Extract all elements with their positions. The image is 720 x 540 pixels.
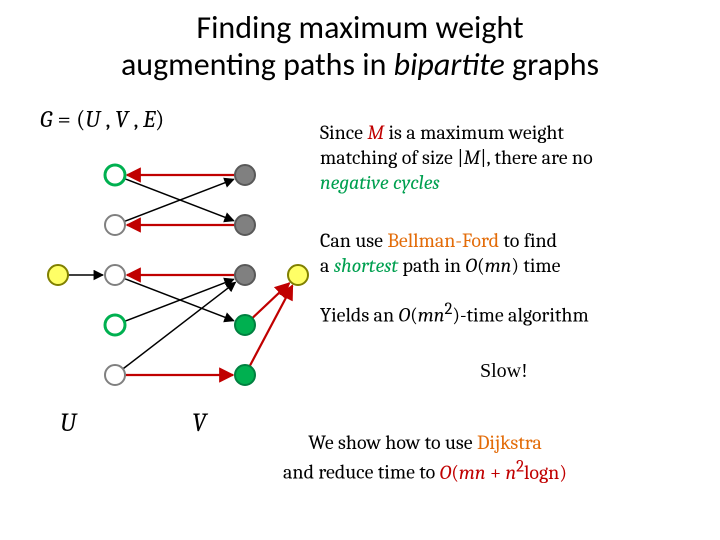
p4-logn: logn (524, 461, 559, 484)
eq-U: U (85, 105, 100, 133)
p3-O: O (399, 304, 411, 327)
p2-p2: ) (511, 254, 519, 277)
node-u2 (105, 265, 125, 285)
slow-label: Slow! (480, 360, 528, 383)
node-u0 (105, 165, 125, 185)
eq-E: E (143, 105, 155, 133)
node-v3 (235, 315, 255, 335)
slide-title: Finding maximum weight augmenting paths … (0, 0, 720, 84)
title-line2b: graphs (505, 45, 599, 84)
p1-neg: negative cycles (320, 171, 440, 194)
p1-t1: Since (320, 121, 367, 144)
label-U: U (60, 408, 76, 438)
edge (123, 282, 236, 369)
p2-t5: time (519, 254, 561, 277)
node-u1 (105, 215, 125, 235)
p2-t4: path in (398, 254, 465, 277)
p3-t1: Yields an (320, 304, 399, 327)
node-u3 (105, 315, 125, 335)
p4-mn: mn (459, 461, 486, 484)
eq-c2: , (128, 105, 143, 133)
node-outer_right (288, 265, 308, 285)
node-v1 (235, 215, 255, 235)
graph-equation: G = (U , V , E) (40, 105, 164, 133)
paragraph-dijkstra: We show how to use Dijkstra and reduce t… (155, 430, 695, 486)
node-v0 (235, 165, 255, 185)
p2-sp: shortest (334, 254, 398, 277)
eq-close: ) (155, 105, 164, 133)
bipartite-graph (20, 145, 320, 425)
node-outer_left (48, 265, 68, 285)
p4-p2: ) (559, 461, 567, 484)
title-line2a: augmenting paths in (121, 45, 394, 84)
p4-dij: Dijkstra (477, 431, 542, 454)
title-bipartite: bipartite (394, 45, 505, 84)
p4-t1: We show how to use (308, 431, 477, 454)
eq-eq: = (58, 105, 77, 133)
p4-t2: and reduce time to (283, 461, 440, 484)
p3-mn: mn (418, 304, 445, 327)
p1-Mv: M (464, 146, 481, 169)
p4-n: n (505, 461, 516, 484)
node-v2 (235, 265, 255, 285)
paragraph-complexity: Yields an O(mn2)-time algorithm (320, 300, 710, 328)
p4-plus: + (486, 461, 506, 484)
eq-G: G (40, 105, 52, 133)
p2-O: O (465, 254, 477, 277)
p2-t1: Can use (320, 229, 387, 252)
paragraph-matching: Since M is a maximum weight matching of … (320, 120, 710, 195)
p1-t3: matching of size (320, 146, 457, 169)
graph-svg (20, 145, 320, 405)
node-u4 (105, 365, 125, 385)
p3-p1: ( (410, 304, 418, 327)
eq-V: V (115, 105, 128, 133)
title-line1: Finding maximum weight (196, 8, 523, 47)
p2-t2: to find (499, 229, 557, 252)
paragraph-bellmanford: Can use Bellman-Ford to find a shortest … (320, 228, 710, 278)
p4-O: O (440, 461, 452, 484)
p2-bf: Bellman-Ford (387, 229, 499, 252)
eq-open: ( (76, 105, 85, 133)
p2-p1: ( (477, 254, 485, 277)
p2-t3: a (320, 254, 334, 277)
p1-t4: , there are no (487, 146, 593, 169)
p2-mn: mn (485, 254, 512, 277)
p4-sup: 2 (516, 457, 524, 476)
edge (250, 286, 293, 367)
node-v4 (235, 365, 255, 385)
p1-M: M (367, 121, 384, 144)
eq-c1: , (100, 105, 115, 133)
p1-t2: is a maximum weight (384, 121, 564, 144)
p3-p2: ) (452, 304, 460, 327)
p4-p1: ( (451, 461, 459, 484)
p3-t2: -time algorithm (460, 304, 589, 327)
